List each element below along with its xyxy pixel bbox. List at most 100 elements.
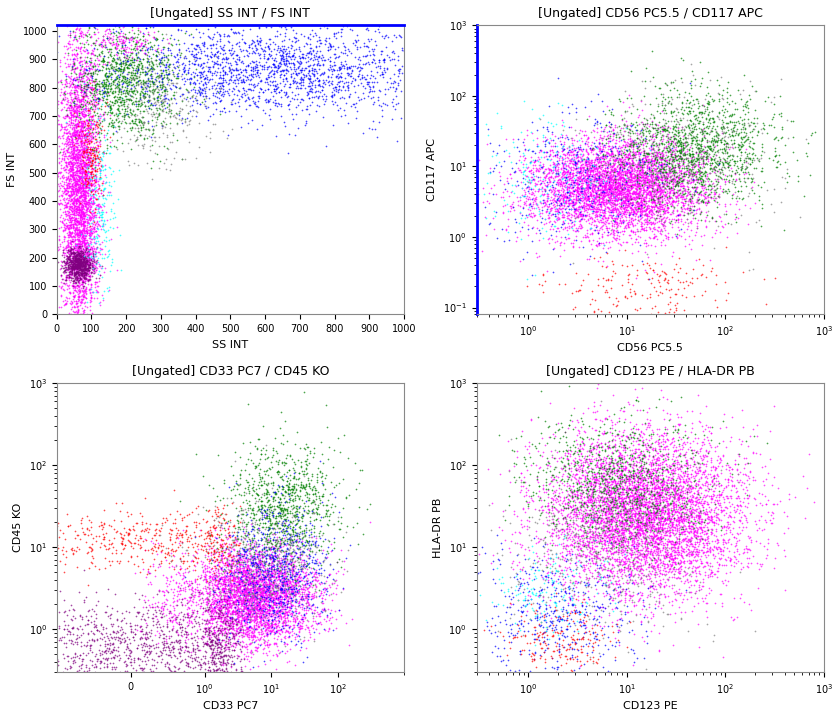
Point	[69, 131, 82, 142]
Point	[257, 562, 270, 574]
Point	[558, 512, 571, 523]
Point	[554, 197, 567, 209]
Point	[133, 126, 146, 138]
Point	[612, 167, 625, 179]
Point	[67, 251, 81, 263]
Point	[554, 651, 567, 663]
Point	[618, 190, 632, 202]
Point	[208, 500, 222, 512]
Point	[321, 585, 334, 597]
Point	[244, 583, 257, 595]
Point	[665, 174, 679, 186]
Point	[589, 480, 602, 491]
Point	[270, 500, 283, 511]
Point	[370, 131, 384, 143]
Point	[30, 612, 44, 624]
Point	[233, 554, 246, 565]
Point	[732, 477, 746, 488]
Point	[100, 41, 113, 52]
Point	[324, 42, 338, 53]
Point	[642, 185, 655, 197]
Point	[136, 116, 150, 128]
Point	[608, 176, 622, 187]
Point	[702, 505, 716, 517]
Point	[690, 467, 703, 479]
Point	[135, 42, 149, 54]
Point	[239, 602, 252, 613]
Point	[503, 664, 517, 676]
Point	[666, 205, 680, 217]
Point	[81, 134, 95, 145]
Point	[213, 580, 227, 592]
Point	[612, 559, 625, 571]
Point	[412, 49, 425, 60]
Point	[787, 146, 801, 157]
Point	[689, 571, 702, 582]
Point	[616, 172, 629, 183]
Point	[706, 480, 720, 491]
Point	[661, 538, 675, 549]
Point	[465, 150, 479, 162]
Point	[70, 124, 83, 136]
Point	[624, 454, 638, 466]
Point	[632, 550, 645, 561]
Point	[667, 501, 680, 513]
Point	[602, 116, 616, 128]
Point	[683, 101, 696, 113]
Point	[55, 631, 69, 643]
Point	[207, 597, 221, 608]
Point	[728, 98, 742, 109]
Point	[660, 393, 674, 405]
Point	[138, 662, 151, 673]
Point	[82, 126, 96, 137]
Point	[693, 497, 706, 508]
Point	[316, 556, 329, 568]
Point	[639, 513, 653, 524]
Point	[580, 185, 593, 196]
Point	[87, 133, 100, 144]
Point	[121, 78, 134, 89]
Point	[594, 178, 607, 190]
Point	[80, 258, 93, 269]
Point	[72, 262, 86, 274]
Point	[514, 255, 528, 266]
Point	[601, 484, 614, 495]
Point	[668, 151, 681, 162]
Point	[726, 149, 739, 161]
Point	[288, 572, 302, 584]
Point	[612, 166, 626, 177]
Point	[88, 188, 102, 200]
Point	[645, 302, 659, 314]
Point	[76, 224, 89, 236]
Point	[286, 552, 299, 564]
Point	[591, 153, 605, 164]
Point	[74, 258, 87, 270]
Point	[695, 179, 708, 190]
Point	[712, 129, 726, 141]
Point	[611, 180, 624, 192]
Point	[555, 129, 569, 141]
Point	[214, 604, 228, 615]
Point	[599, 166, 612, 177]
Point	[207, 651, 220, 662]
Point	[265, 490, 278, 501]
Point	[239, 529, 252, 541]
Point	[66, 128, 79, 139]
Point	[716, 127, 729, 139]
Point	[61, 139, 75, 151]
Point	[243, 609, 256, 620]
Point	[643, 512, 656, 523]
Point	[696, 467, 710, 478]
Point	[688, 121, 701, 133]
Point	[102, 187, 115, 198]
Point	[94, 172, 108, 183]
Point	[63, 206, 76, 218]
Point	[639, 207, 653, 218]
Point	[631, 495, 644, 507]
Point	[270, 534, 283, 546]
Point	[631, 187, 644, 199]
Point	[566, 598, 580, 610]
Point	[580, 491, 593, 503]
Point	[601, 515, 614, 526]
Point	[173, 648, 186, 659]
